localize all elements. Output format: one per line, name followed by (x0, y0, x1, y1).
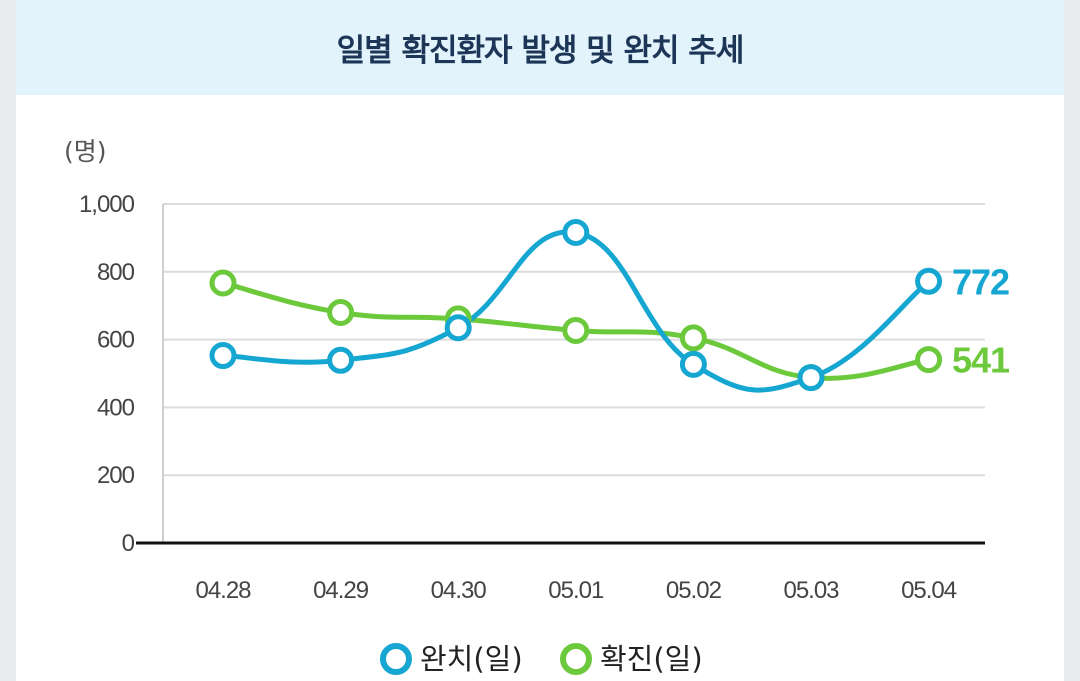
y-tick-labels: 0 200 400 600 800 1,000 (79, 191, 136, 557)
y-unit-label: (명) (64, 137, 107, 166)
chart-title: 일별 확진환자 발생 및 완치 추세 (336, 33, 745, 69)
data-point-confirmed (209, 269, 237, 297)
data-point-confirmed (915, 346, 943, 374)
y-tick-label: 800 (97, 259, 135, 286)
legend-label-confirmed: 확진(일) (600, 642, 703, 676)
y-tick-label: 200 (97, 462, 135, 489)
x-tick-label: 04.30 (431, 577, 487, 604)
data-point-confirmed (327, 298, 355, 326)
end-label-confirmed: 541 (952, 340, 1010, 381)
x-tick-label: 04.28 (195, 577, 251, 604)
legend-marker-recovered (380, 643, 412, 675)
y-tick-label: 0 (122, 530, 135, 557)
end-label-recovered: 772 (952, 261, 1009, 302)
data-point-recovered (679, 350, 707, 378)
y-tick-label: 600 (97, 327, 135, 354)
data-point-recovered (562, 218, 590, 246)
x-tick-label: 05.02 (666, 577, 722, 604)
end-labels: 772 541 (952, 261, 1011, 381)
x-tick-label: 05.03 (783, 577, 839, 604)
series-points (209, 218, 943, 392)
data-point-recovered (444, 314, 472, 342)
axes (136, 204, 985, 545)
y-tick-label: 400 (97, 394, 135, 421)
data-point-recovered (797, 364, 825, 392)
data-point-confirmed (562, 316, 590, 344)
data-point-recovered (915, 267, 943, 295)
x-tick-labels: 04.28 04.29 04.30 05.01 05.02 05.03 05.04 (195, 577, 957, 604)
data-point-recovered (327, 346, 355, 374)
legend-marker-confirmed (560, 643, 592, 675)
x-tick-label: 04.29 (313, 577, 369, 604)
legend-label-recovered: 완치(일) (420, 642, 523, 676)
legend: 완치(일) 확진(일) (380, 642, 703, 676)
title-bar: 일별 확진환자 발생 및 완치 추세 (16, 0, 1064, 95)
gridlines (163, 203, 985, 477)
x-tick-label: 05.04 (901, 577, 957, 604)
data-point-recovered (209, 342, 237, 370)
x-tick-label: 05.01 (548, 577, 604, 604)
data-point-confirmed (679, 324, 707, 352)
y-tick-label: 1,000 (79, 191, 135, 218)
